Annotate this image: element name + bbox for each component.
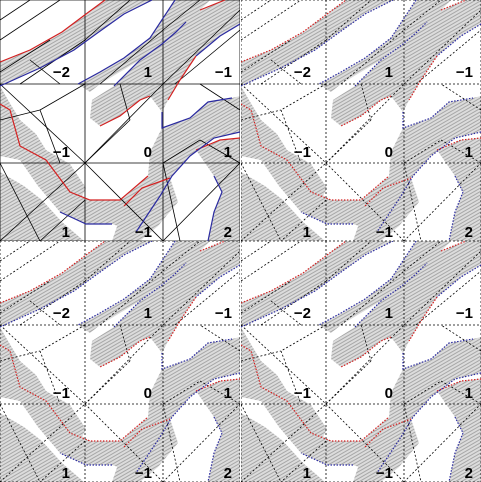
cell-label: 0	[144, 144, 152, 161]
cell-label: −1	[456, 305, 473, 322]
panel-labels: −2 1 −1 −1 0 1 1 −1 2	[294, 305, 473, 482]
cell-label: 0	[144, 385, 152, 402]
panel-top-right	[241, 0, 481, 241]
cell-label: 1	[303, 224, 311, 241]
cell-label: 1	[465, 144, 473, 161]
cell-label: −1	[53, 385, 70, 402]
cell-label: −2	[53, 64, 70, 81]
cell-label: 1	[62, 224, 70, 241]
cell-label: −1	[294, 385, 311, 402]
panel-labels: −2 1 −1 −1 0 1 1 −1 2	[53, 64, 232, 241]
cell-label: −1	[53, 144, 70, 161]
cell-label: −1	[215, 305, 232, 322]
panel-labels: −2 1 −1 −1 0 1 1 −1 2	[294, 64, 473, 241]
panel-top-left	[0, 0, 240, 241]
cell-label: −2	[53, 305, 70, 322]
cell-label: −1	[376, 224, 393, 241]
cell-label: 0	[385, 144, 393, 161]
cell-label: 0	[385, 385, 393, 402]
cell-label: −1	[456, 64, 473, 81]
cell-label: 1	[62, 465, 70, 482]
cell-label: 1	[385, 305, 393, 322]
panel-labels: −2 1 −1 −1 0 1 1 −1 2	[53, 305, 232, 482]
cell-label: 1	[224, 385, 232, 402]
cell-label: 1	[144, 64, 152, 81]
cell-label: 2	[224, 465, 232, 482]
cell-label: 1	[385, 64, 393, 81]
cell-label: −1	[135, 465, 152, 482]
cell-label: −2	[294, 305, 311, 322]
cell-label: −2	[294, 64, 311, 81]
cell-label: 1	[224, 144, 232, 161]
cell-label: −1	[215, 64, 232, 81]
cell-label: 2	[465, 465, 473, 482]
cell-label: −1	[376, 465, 393, 482]
cell-label: −1	[135, 224, 152, 241]
panel-bottom-right	[241, 241, 481, 482]
cell-label: −1	[294, 144, 311, 161]
cell-label: 1	[144, 305, 152, 322]
cell-label: 2	[224, 224, 232, 241]
cell-label: 1	[303, 465, 311, 482]
cell-label: 1	[465, 385, 473, 402]
panel-bottom-left	[0, 241, 240, 482]
cell-label: 2	[465, 224, 473, 241]
